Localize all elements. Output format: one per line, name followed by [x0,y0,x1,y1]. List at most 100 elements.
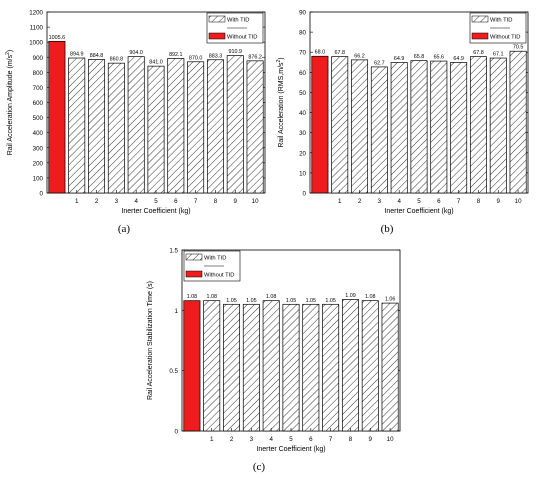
bar-value-label: 1.08 [206,294,217,300]
bar-value-label: 892.1 [169,52,183,58]
chart-panel-1: 0 100 200 300 400 500 600 700 800 900 1000 1100 1200… [5,10,266,235]
reference-bar [183,300,201,432]
bar-value-label: 1.05 [286,298,297,304]
bar-value-label: 67.8 [473,50,484,56]
bar [381,302,399,432]
x-tick-label: 9 [234,198,238,205]
bar-value-label: 70.5 [513,45,524,51]
x-tick-label: 1 [210,436,214,443]
legend-label-without-tid: Without TID [204,273,235,279]
x-tick-label: 4 [134,198,138,205]
x-tick-label: 2 [230,436,234,443]
y-tick-label: 20 [299,150,306,157]
bar-value-label: 66.2 [354,53,365,59]
bar-value-label: 860.8 [110,57,124,63]
legend: With TID Without TID [183,250,241,282]
x-tick-label: 4 [269,436,273,443]
x-tick-label: 2 [358,198,362,205]
y-tick-label: 70 [299,50,306,57]
x-axis-label: Inerter Coefficient (kg) [121,208,190,215]
bar [410,60,428,194]
bar-value-label: 883.3 [209,53,223,59]
bar [242,303,260,432]
x-tick-label: 9 [369,436,373,443]
bar [390,62,408,194]
x-tick-label: 7 [329,436,333,443]
bar [206,59,224,194]
x-tick-label: 5 [154,198,158,205]
y-tick-label: 0 [303,191,307,198]
x-tick-label: 3 [378,198,382,205]
y-tick-label: 1100 [30,25,44,32]
y-tick-label: 40 [299,110,306,117]
reference-bar-value-label: 1.08 [187,294,198,300]
bar [226,55,244,194]
y-tick-label: 300 [33,145,44,152]
x-tick-label: 7 [194,198,198,205]
y-tick-label: 1 [175,308,179,315]
x-axis-label: Inerter Coefficient (kg) [256,446,325,453]
bar-value-label: 870.0 [189,55,203,61]
y-tick-label: 700 [33,85,44,92]
y-tick-label: 60 [299,70,306,77]
bar-value-label: 65.8 [414,54,425,60]
reference-bar [48,40,66,194]
x-tick-label: 8 [214,198,218,205]
y-axis-label-text: Rail Acceleration Amplitude (m/s [7,54,14,155]
legend-label-with-tid: With TID [204,256,226,262]
x-tick-label: 8 [349,436,353,443]
y-tick-label: 600 [33,100,44,107]
bar-value-label: 64.9 [394,56,405,62]
y-axis-label-suffix: ) [278,57,285,59]
y-tick-label: 200 [33,160,44,167]
bar-value-label: 1.08 [365,294,376,300]
bar-value-label: 67.1 [493,52,504,58]
y-tick-label: 1000 [29,40,43,47]
y-tick-label: 800 [33,70,44,77]
legend-label-with-tid: With TID [490,18,512,24]
bar [351,59,369,194]
legend-swatch-with-tid [185,253,203,261]
bar [370,66,388,194]
bar-value-label: 904.0 [129,50,143,56]
x-axis-label: Inerter Coefficient (kg) [384,208,453,215]
x-tick-label: 8 [477,198,481,205]
bar-value-label: 1.06 [385,297,396,303]
bar [246,60,264,194]
y-axis-label-superscript: 2 [276,59,282,62]
y-tick-label: 30 [299,130,306,137]
bar [88,59,106,194]
legend-swatch-with-tid [471,15,489,23]
bar-value-label: 62.7 [374,60,385,66]
bar-value-label: 841.0 [149,60,163,66]
panel-label: (b) [381,223,394,235]
x-tick-label: 10 [515,198,522,205]
bar [322,303,340,432]
legend: With TID Without TID [469,12,527,44]
y-tick-label: 1200 [29,10,43,17]
x-tick-label: 5 [289,436,293,443]
y-tick-label: 0 [175,429,179,436]
bar [107,62,125,194]
bar [341,299,359,432]
chart-panel-3: 0 0.5 1 1.5 1.08 1.08 1 1.05 2 1.05 3 1.08 4 1.05 5 1.0… [147,248,401,473]
bar-value-label: 1.05 [306,298,317,304]
bar [187,61,205,194]
bar [450,62,468,194]
bar [302,303,320,432]
bar-value-label: 910.9 [229,49,243,55]
y-tick-label: 90 [299,10,306,17]
y-axis-label: Rail Acceleration Stabilization Time (s) [147,281,154,400]
x-tick-label: 4 [397,198,401,205]
x-tick-label: 6 [437,198,441,205]
y-axis-label: Rail Acceleration (RMS,m/s2) [276,57,285,147]
y-tick-label: 10 [299,170,306,177]
x-tick-label: 1 [338,198,342,205]
bar [430,60,448,194]
bar-value-label: 64.9 [453,56,464,62]
x-tick-label: 1 [75,198,79,205]
legend-swatch-with-tid [208,15,226,23]
y-axis-label: Rail Acceleration Amplitude (m/s2) [5,50,14,156]
legend-swatch-without-tid [208,32,226,40]
